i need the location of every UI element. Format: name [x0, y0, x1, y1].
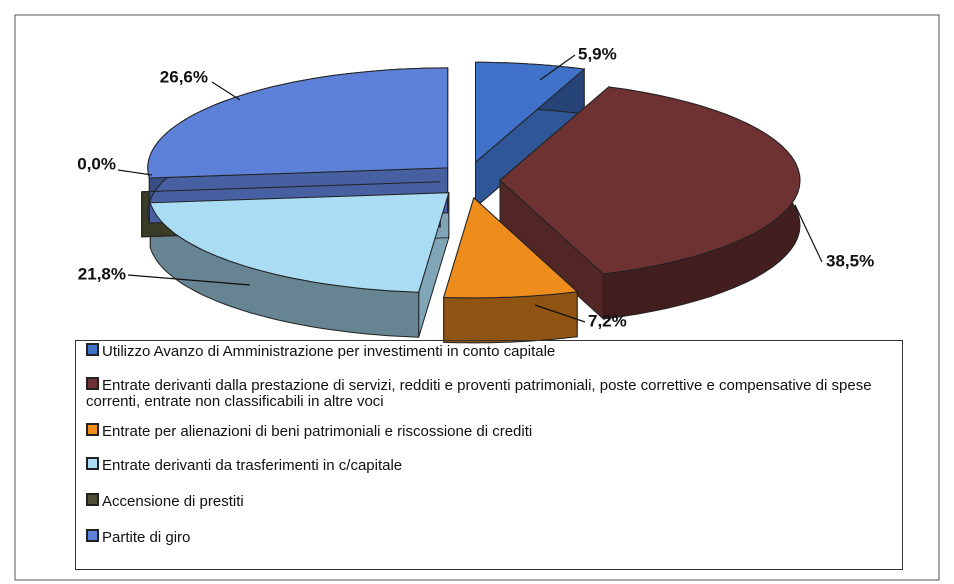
- legend-swatch: [86, 493, 99, 506]
- leader-line: [211, 81, 241, 101]
- legend-label: Entrate per alienazioni di beni patrimon…: [102, 423, 533, 440]
- legend-swatch: [86, 377, 99, 390]
- slice: [147, 67, 449, 179]
- legend-swatch: [86, 423, 99, 436]
- legend-entry: Entrate per alienazioni di beni patrimon…: [86, 423, 896, 440]
- legend: Utilizzo Avanzo di Amministrazione per i…: [75, 340, 903, 570]
- slice: [443, 196, 579, 299]
- slice-wall: [443, 291, 578, 344]
- legend-swatch: [86, 529, 99, 542]
- leader-line: [127, 274, 251, 286]
- leader-line: [117, 169, 153, 176]
- data-label: 7,2%: [588, 311, 627, 330]
- leader-line: [534, 304, 586, 323]
- data-label: 5,9%: [578, 44, 617, 63]
- legend-swatch: [86, 343, 99, 356]
- legend-entry: Utilizzo Avanzo di Amministrazione per i…: [86, 343, 896, 360]
- legend-label: Accensione di prestiti: [102, 493, 244, 510]
- legend-label: Entrate derivanti da trasferimenti in c/…: [102, 457, 403, 474]
- chart-frame: [14, 14, 940, 581]
- slice: [141, 181, 441, 193]
- legend-swatch: [86, 457, 99, 470]
- leader-line: [539, 54, 576, 81]
- legend-entry: Entrate derivanti dalla prestazione di s…: [86, 377, 896, 410]
- data-label: 38,5%: [826, 251, 874, 270]
- legend-label: Entrate derivanti dalla prestazione di s…: [86, 377, 872, 410]
- legend-entry: Entrate derivanti da trasferimenti in c/…: [86, 457, 896, 474]
- data-label: 21,8%: [78, 264, 126, 283]
- slice: [499, 86, 801, 275]
- legend-label: Partite di giro: [102, 529, 191, 546]
- data-label: 0,0%: [77, 154, 116, 173]
- slice: [475, 61, 586, 164]
- legend-entry: Partite di giro: [86, 529, 896, 546]
- data-label: 26,6%: [160, 67, 208, 86]
- slice: [149, 192, 450, 293]
- leader-line: [794, 204, 823, 263]
- legend-label: Utilizzo Avanzo di Amministrazione per i…: [102, 343, 556, 360]
- legend-entry: Accensione di prestiti: [86, 493, 896, 510]
